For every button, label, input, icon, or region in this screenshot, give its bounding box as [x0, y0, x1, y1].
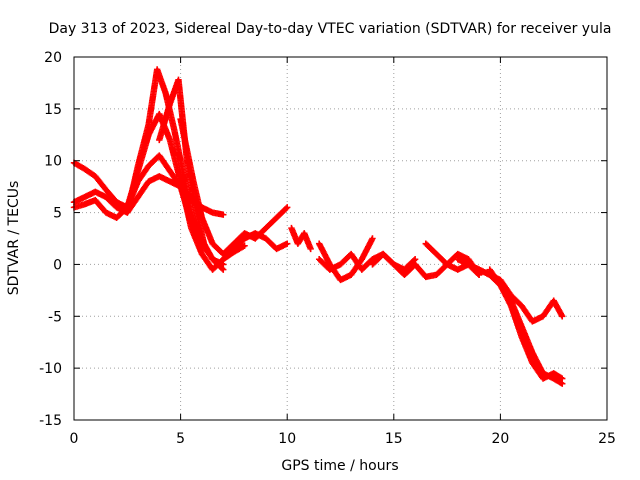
x-tick-label: 25 [598, 431, 616, 447]
plot-frame [73, 56, 608, 421]
y-tick-labels: 20 15 10 5 0 -5 -10 -15 [39, 50, 62, 429]
y-tick-label: 20 [44, 50, 62, 66]
grid [74, 57, 607, 420]
data-point [559, 375, 566, 382]
y-tick-label: -5 [48, 309, 62, 325]
x-tick-label: 0 [70, 431, 79, 447]
series-track-g [220, 230, 291, 263]
chart-title: Day 313 of 2023, Sidereal Day-to-day VTE… [49, 21, 612, 37]
series-track-i [315, 235, 376, 284]
x-tick-labels: 0 5 10 15 20 25 [70, 431, 616, 447]
data-point [369, 235, 376, 242]
y-tick-label: 5 [53, 206, 62, 222]
x-tick-label: 5 [176, 431, 185, 447]
data-points [70, 66, 566, 387]
y-tick-label: 10 [44, 154, 62, 170]
series-track-f [177, 116, 291, 258]
series-track-o [486, 266, 566, 382]
y-tick-label: 0 [53, 257, 62, 273]
data-point [220, 266, 227, 273]
axis-ticks [73, 56, 608, 421]
y-axis-label: SDTVAR / TECUs [6, 181, 22, 296]
series-track-h [288, 224, 314, 253]
x-tick-label: 20 [491, 431, 509, 447]
data-point [307, 245, 314, 253]
data-point [559, 313, 566, 320]
data-point [282, 205, 290, 212]
x-tick-label: 15 [385, 431, 403, 447]
data-point [284, 240, 291, 247]
x-tick-label: 10 [278, 431, 296, 447]
y-tick-label: 15 [44, 102, 62, 118]
y-tick-label: -15 [39, 413, 62, 429]
data-point [220, 211, 227, 218]
data-point [284, 204, 291, 211]
data-point [218, 265, 226, 272]
x-axis-label: GPS time / hours [281, 458, 398, 474]
y-tick-label: -10 [39, 361, 62, 377]
series-track-m [454, 256, 566, 387]
data-point [241, 242, 248, 249]
